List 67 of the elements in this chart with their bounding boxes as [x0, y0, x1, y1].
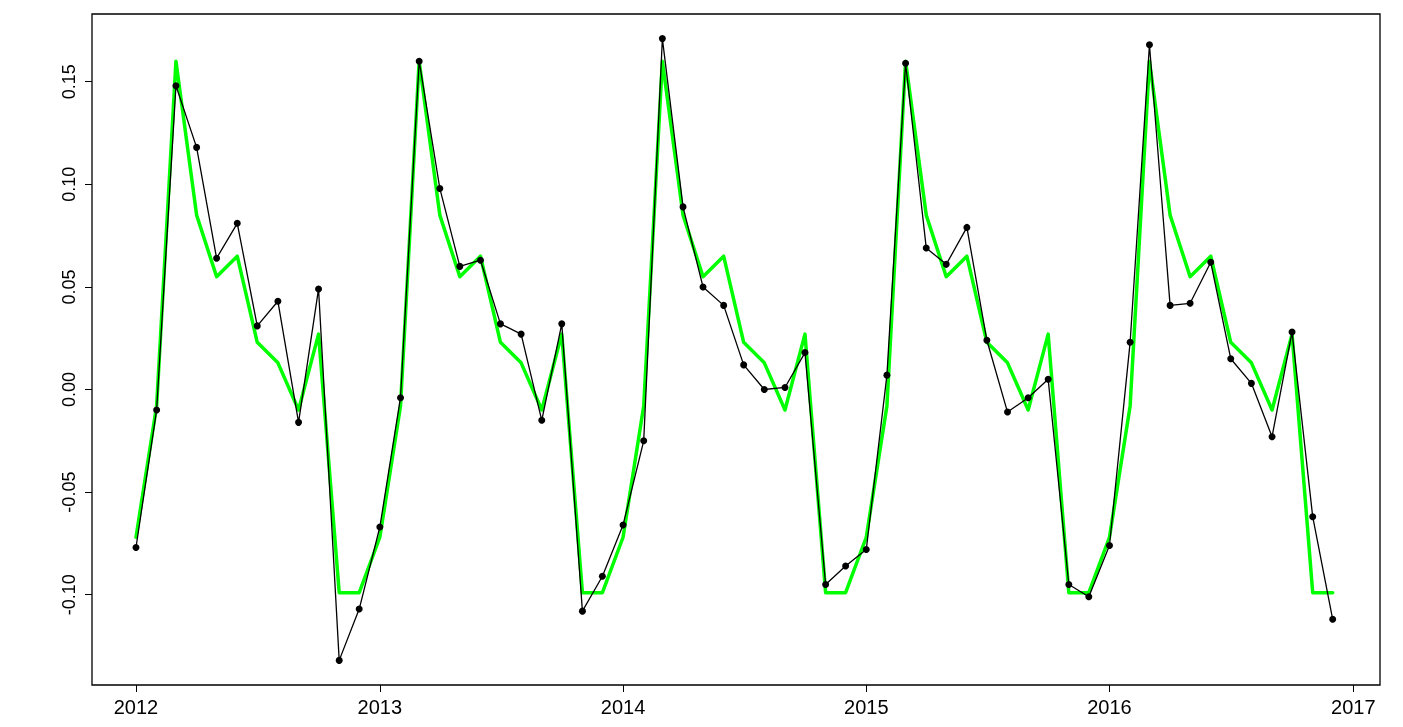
point	[1207, 258, 1215, 266]
point	[598, 572, 606, 580]
point	[963, 223, 971, 231]
point	[1024, 394, 1032, 402]
point	[1268, 433, 1276, 441]
point	[335, 656, 343, 664]
point	[740, 361, 748, 369]
x-tick-label: 2013	[357, 696, 403, 718]
point	[233, 219, 241, 227]
point	[274, 297, 282, 305]
x-tick-label: 2012	[113, 696, 159, 718]
point	[658, 35, 666, 43]
y-tick-label: -0.10	[59, 574, 79, 616]
point	[538, 416, 546, 424]
point	[172, 82, 180, 90]
point	[781, 383, 789, 391]
point	[883, 371, 891, 379]
point	[822, 580, 830, 588]
point	[842, 562, 850, 570]
point	[415, 57, 423, 65]
point	[720, 301, 728, 309]
point	[1145, 41, 1153, 49]
point	[1166, 301, 1174, 309]
point	[760, 386, 768, 394]
x-tick-label: 2017	[1331, 696, 1376, 718]
point	[355, 605, 363, 613]
point	[153, 406, 161, 414]
point	[1044, 375, 1052, 383]
point	[942, 260, 950, 268]
point	[558, 320, 566, 328]
point	[295, 418, 303, 426]
point	[922, 244, 930, 252]
point	[1126, 338, 1134, 346]
point	[983, 336, 991, 344]
point	[1227, 355, 1235, 363]
point	[193, 143, 201, 151]
point	[517, 330, 525, 338]
x-tick-label: 2014	[600, 696, 646, 718]
point	[1105, 541, 1113, 549]
point	[496, 320, 504, 328]
point	[862, 546, 870, 554]
y-tick-label: 0.10	[59, 166, 79, 202]
point	[1085, 593, 1093, 601]
y-tick-label: 0.15	[59, 64, 79, 100]
point	[1329, 615, 1337, 623]
point	[902, 59, 910, 67]
point	[213, 254, 221, 262]
point	[476, 256, 484, 264]
point	[1309, 513, 1317, 521]
x-tick-label: 2015	[844, 696, 889, 718]
point	[253, 322, 261, 330]
point	[801, 349, 809, 357]
point	[1065, 580, 1073, 588]
y-tick-label: 0.05	[59, 269, 79, 305]
point	[397, 394, 405, 402]
point	[640, 437, 648, 445]
x-tick-label: 2016	[1087, 696, 1132, 718]
y-tick-label: 0.00	[59, 371, 79, 408]
point	[1186, 299, 1194, 307]
point	[1247, 379, 1255, 387]
y-tick-label: -0.05	[59, 471, 79, 513]
point	[436, 184, 444, 192]
point	[578, 607, 586, 615]
point	[456, 262, 464, 270]
point	[1004, 408, 1012, 416]
point	[132, 544, 140, 552]
point	[315, 285, 323, 293]
